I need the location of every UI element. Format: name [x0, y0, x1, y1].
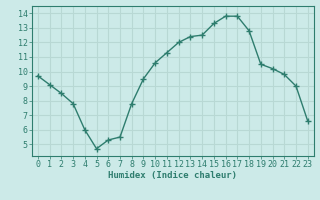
X-axis label: Humidex (Indice chaleur): Humidex (Indice chaleur)	[108, 171, 237, 180]
